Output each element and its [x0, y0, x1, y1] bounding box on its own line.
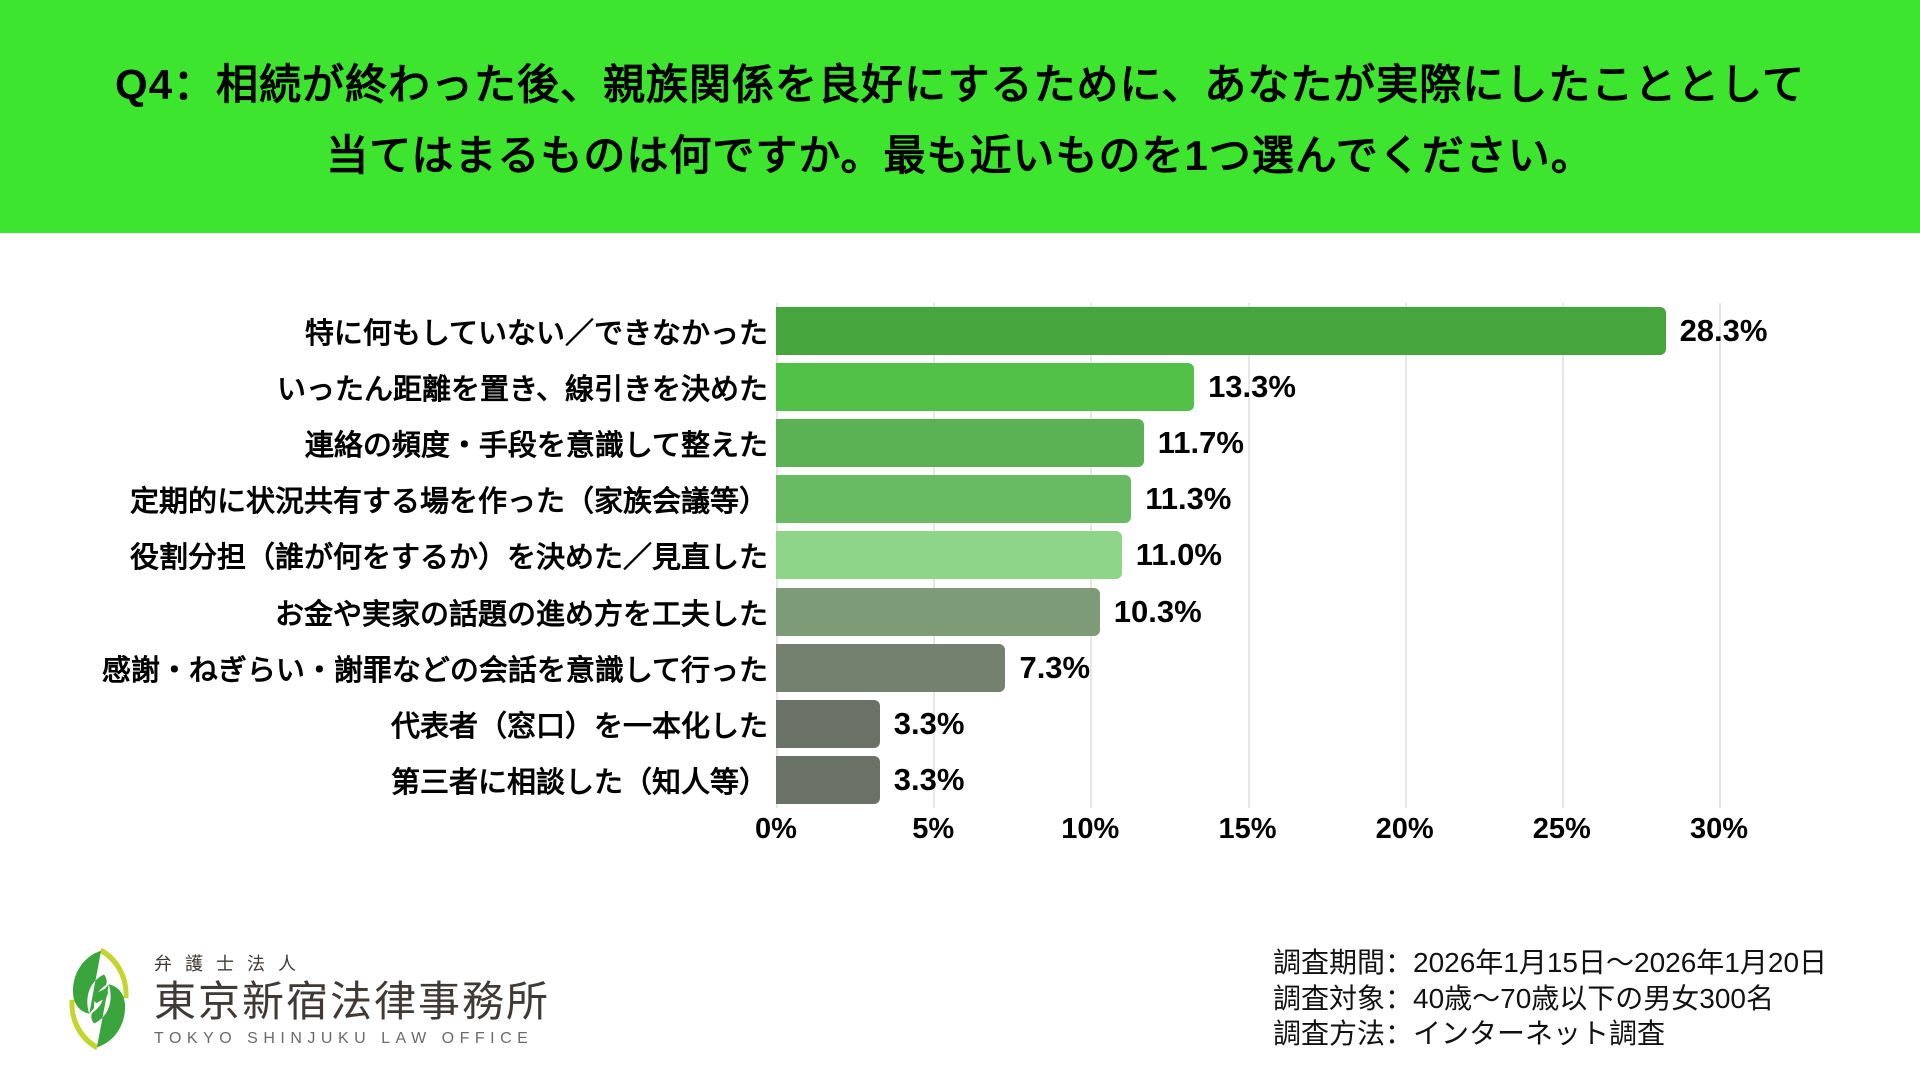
- bar-row: 11.3%: [776, 471, 1790, 527]
- x-tick-label: 25%: [1532, 813, 1591, 845]
- bar-value-label: 7.3%: [1019, 649, 1091, 685]
- bar-row: 3.3%: [776, 752, 1790, 808]
- logo-company-name-en: TOKYO SHINJUKU LAW OFFICE: [154, 1029, 534, 1047]
- bar: [776, 531, 1122, 580]
- gridline: [1561, 303, 1564, 808]
- x-tick-label: 30%: [1689, 813, 1749, 845]
- category-label: いったん距離を置き、線引きを決めた: [277, 374, 768, 407]
- bar-value-label: 3.3%: [893, 761, 965, 797]
- x-tick-label: 0%: [755, 813, 797, 845]
- survey-subjects: 調査対象：40歳～70歳以下の男女300名: [1273, 982, 1775, 1014]
- bar-value-label: 11.3%: [1145, 481, 1232, 517]
- bar-row: 7.3%: [776, 640, 1790, 696]
- survey-period: 調査期間：2026年1月15日～2026年1月20日: [1273, 947, 1828, 978]
- gridline: [1719, 303, 1721, 808]
- bar-row: 13.3%: [776, 359, 1790, 415]
- category-labels: 特に何もしていない／できなかったいったん距離を置き、線引きを決めた連絡の頻度・手…: [0, 303, 770, 808]
- logo-company-name: 東京新宿法律事務所: [154, 978, 551, 1026]
- category-label: 感謝・ねぎらい・謝罪などの会話を意識して行った: [101, 654, 768, 687]
- bar: [776, 643, 1006, 692]
- gridline: [1404, 303, 1407, 808]
- survey-info: 調査期間：2026年1月15日～2026年1月20日 調査対象：40歳～70歳以…: [1273, 945, 1827, 1052]
- bar-value-label: 11.0%: [1135, 537, 1222, 573]
- bar-value-label: 28.3%: [1679, 313, 1768, 349]
- bar: [776, 587, 1100, 636]
- bar-row: 11.7%: [776, 415, 1790, 471]
- category-label: お金や実家の話題の進め方を工夫した: [274, 598, 768, 631]
- bar-value-label: 3.3%: [893, 705, 965, 741]
- category-label: 役割分担（誰が何をするか）を決めた／見直した: [129, 542, 768, 575]
- bar-chart: 特に何もしていない／できなかったいったん距離を置き、線引きを決めた連絡の頻度・手…: [0, 303, 1920, 863]
- x-tick-label: 10%: [1061, 813, 1120, 845]
- category-label: 連絡の頻度・手段を意識して整えた: [304, 430, 768, 463]
- company-logo: 弁護士法人 東京新宿法律事務所 TOKYO SHINJUKU LAW OFFIC…: [64, 946, 550, 1052]
- bar-value-label: 13.3%: [1208, 369, 1296, 405]
- bar-value-label: 11.7%: [1157, 425, 1244, 461]
- logo-text: 弁護士法人 東京新宿法律事務所 TOKYO SHINJUKU LAW OFFIC…: [154, 950, 550, 1047]
- bar: [776, 419, 1144, 468]
- category-label: 第三者に相談した（知人等）: [390, 766, 768, 799]
- category-label: 特に何もしていない／できなかった: [304, 318, 768, 351]
- x-tick-label: 5%: [912, 813, 955, 845]
- x-tick-label: 15%: [1218, 813, 1277, 845]
- question-title-line2: 当てはまるものは何ですか。最も近いものを1つ選んでください。: [326, 131, 1594, 179]
- gridline: [1247, 303, 1250, 808]
- question-title-line1: Q4：相続が終わった後、親族関係を良好にするために、あなたが実際にしたこととして: [115, 60, 1805, 108]
- category-label: 定期的に状況共有する場を作った（家族会議等）: [129, 486, 768, 519]
- bar: [776, 699, 880, 748]
- category-label: 代表者（窓口）を一本化した: [390, 710, 768, 743]
- bar-row: 11.0%: [776, 527, 1790, 583]
- bar: [776, 363, 1195, 412]
- bar: [776, 475, 1132, 524]
- bar: [776, 307, 1666, 355]
- question-header: Q4：相続が終わった後、親族関係を良好にするために、あなたが実際にしたこととして…: [0, 0, 1920, 233]
- bar-row: 3.3%: [776, 696, 1790, 752]
- bar-value-label: 10.3%: [1113, 593, 1202, 629]
- logo-mark-icon: [69, 947, 129, 1051]
- plot-area: 28.3% 13.3% 11.7% 11.3% 11.0% 10.3% 7.3% 3.3% 3.…: [776, 303, 1790, 808]
- bar-row: 10.3%: [776, 584, 1790, 640]
- logo-company-type: 弁護士法人: [154, 954, 309, 975]
- x-tick-label: 20%: [1375, 813, 1434, 845]
- bar-row: 28.3%: [776, 303, 1790, 359]
- bar: [776, 755, 880, 804]
- survey-method: 調査方法：インターネット調査: [1273, 1018, 1666, 1049]
- x-axis: 0% 5% 10% 15% 20% 25% 30%: [755, 811, 1790, 856]
